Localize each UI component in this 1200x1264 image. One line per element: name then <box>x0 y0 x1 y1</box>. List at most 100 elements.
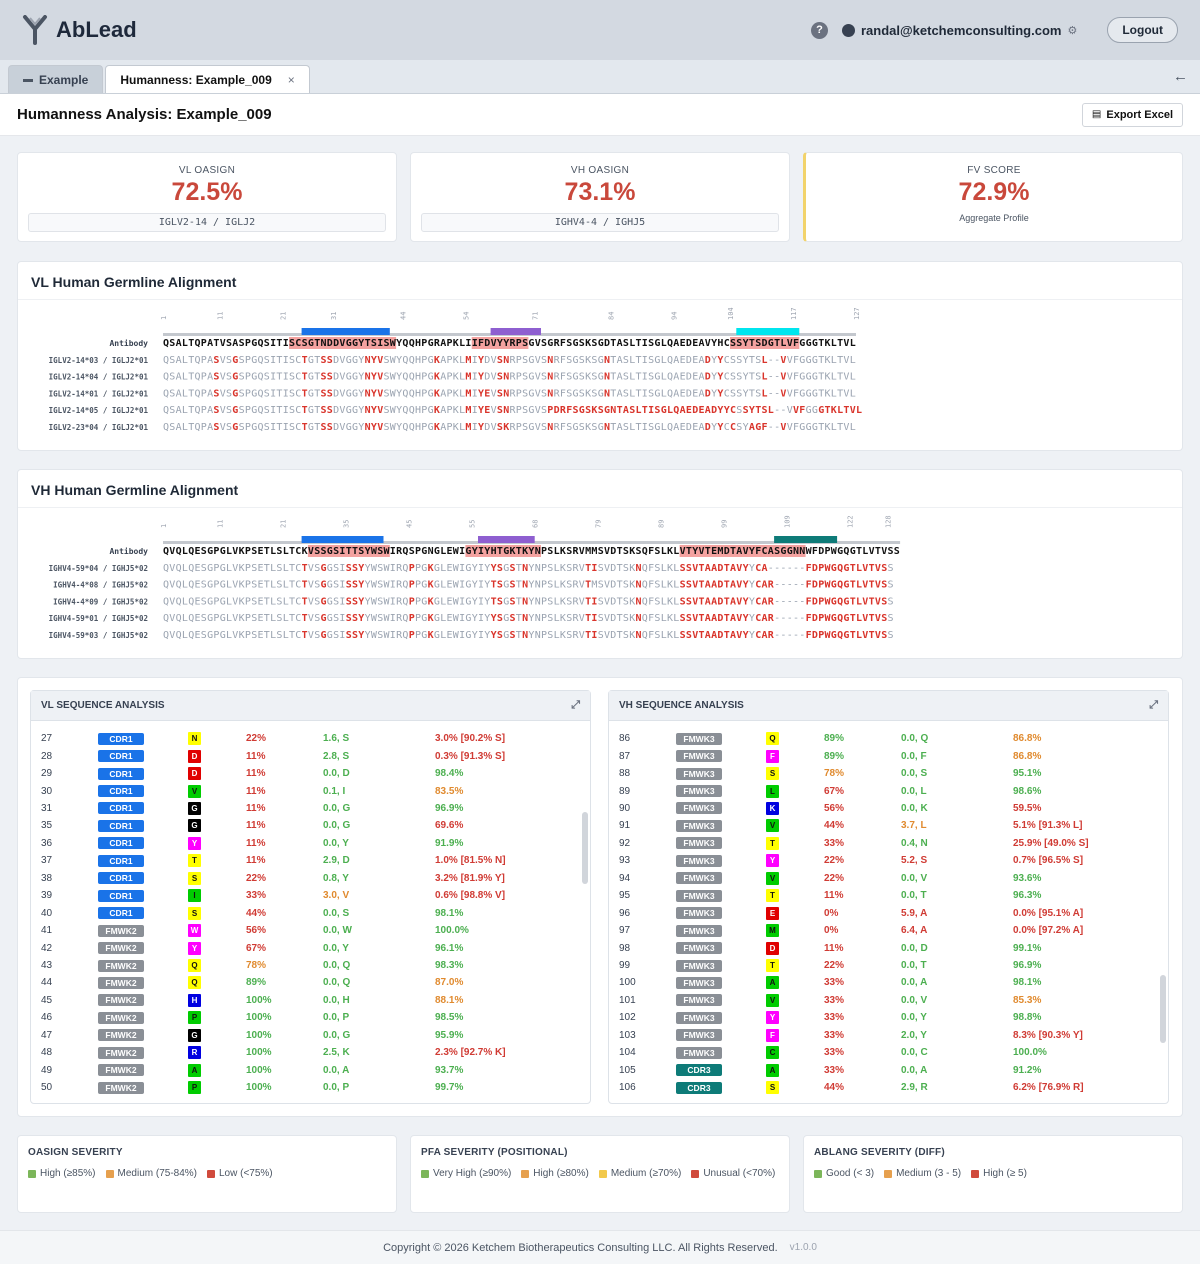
position-tick: 68 <box>532 520 540 528</box>
tab-humanness[interactable]: Humanness: Example_009 × <box>105 65 310 93</box>
germline-label: IGHV4-59*03 / IGHJ5*02 <box>49 631 148 640</box>
residue-badge: K <box>766 801 779 815</box>
ablang-cell: 0.0, D <box>323 768 350 780</box>
oasign-cell: 11% <box>246 837 266 849</box>
position-cell: 88 <box>619 768 631 780</box>
oasign-cell: 22% <box>246 872 267 884</box>
residue-badge: Y <box>188 836 201 850</box>
oasign-cell: 100% <box>246 1047 272 1059</box>
ablang-cell: 6.4, A <box>901 925 928 937</box>
position-tick: 55 <box>469 520 477 528</box>
logout-button[interactable]: Logout <box>1107 17 1178 43</box>
expand-icon[interactable]: ⤢ <box>1149 699 1158 711</box>
file-excel-icon: ▤ <box>1091 109 1102 120</box>
residue-badge: L <box>766 784 779 798</box>
pfa-cell: 99.1% <box>1013 942 1042 954</box>
fv-score-card: FV SCORE 72.9% Aggregate Profile <box>803 152 1183 242</box>
oasign-cell: 44% <box>824 1082 845 1094</box>
residue-badge: A <box>188 1063 201 1077</box>
oasign-cell: 22% <box>824 855 845 867</box>
region-badge: CDR1 <box>98 802 144 815</box>
position-cell: 90 <box>619 802 631 814</box>
position-cell: 47 <box>41 1029 53 1041</box>
oasign-cell: 78% <box>246 960 267 972</box>
legend-swatch <box>691 1170 700 1178</box>
user-menu[interactable]: randal@ketchemconsulting.com ⚙ <box>841 23 1078 38</box>
oasign-cell: 11% <box>246 855 266 867</box>
antibody-logo-icon <box>23 15 47 45</box>
pfa-cell: 98.4% <box>435 768 464 780</box>
antibody-label: Antibody <box>109 338 148 348</box>
app-logo[interactable]: AbLead <box>22 15 137 45</box>
region-badge: FMWK3 <box>676 976 722 989</box>
position-tick: 122 <box>847 515 855 528</box>
position-tick: 99 <box>721 520 729 528</box>
position-cell: 29 <box>41 768 53 780</box>
germline-sequence: QVQLQESGPGLVKPSETLSLTCTVSGGSISSYYWSWIRQP… <box>163 563 894 574</box>
gear-icon[interactable]: ⚙ <box>1067 24 1078 37</box>
region-badge: FMWK3 <box>676 750 722 763</box>
vh-table-scrollbar[interactable] <box>1160 975 1166 1043</box>
position-tick: 84 <box>607 312 615 320</box>
oasign-cell: 0% <box>824 925 839 937</box>
cdr1-bar <box>301 328 390 335</box>
help-icon[interactable]: ? <box>810 21 828 39</box>
pfa-cell: 98.6% <box>1013 785 1042 797</box>
oasign-cell: 11% <box>246 802 266 814</box>
oasign-cell: 100% <box>246 1082 272 1094</box>
legend-swatch <box>207 1170 215 1178</box>
region-badge: FMWK3 <box>676 767 722 780</box>
residue-badge: G <box>188 801 201 815</box>
position-cell: 46 <box>41 1012 53 1024</box>
table-row: 103 FMWK3 F 33% 2.0, Y 8.3% [90.3% Y] <box>609 1027 1149 1044</box>
ablang-cell: 0.0, Q <box>901 733 929 745</box>
pfa-cell: 93.7% <box>435 1064 464 1076</box>
arrow-left-icon[interactable]: ← <box>1173 68 1188 85</box>
region-badge: FMWK2 <box>98 994 144 1007</box>
vl-alignment-title: VL Human Germline Alignment <box>18 262 1182 300</box>
position-tick: 79 <box>595 520 603 528</box>
position-tick: 11 <box>217 312 225 320</box>
residue-badge: D <box>188 767 201 781</box>
position-cell: 94 <box>619 872 631 884</box>
oasign-cell: 100% <box>246 994 272 1006</box>
legend-swatch <box>28 1170 36 1178</box>
page-title: Humanness Analysis: Example_009 <box>17 106 272 123</box>
germline-sequence: QVQLQESGPGLVKPSETLSLTCTVSGGSISSYYWSWIRQP… <box>163 630 894 641</box>
oasign-legend-title: OASIGN SEVERITY <box>28 1147 123 1158</box>
export-excel-button[interactable]: ▤ Export Excel <box>1081 102 1183 127</box>
table-row: 99 FMWK3 T 22% 0.0, T 96.9% <box>609 957 1149 974</box>
legend-label: Medium (≥70%) <box>610 1168 682 1179</box>
tab-example[interactable]: ▬ Example <box>8 65 104 93</box>
region-badge: FMWK2 <box>98 924 144 937</box>
position-cell: 93 <box>619 855 631 867</box>
table-row: 44 FMWK2 Q 89% 0.0, Q 87.0% <box>31 974 571 991</box>
vl-table-scrollbar[interactable] <box>582 812 588 884</box>
pfa-cell: 83.5% <box>435 785 464 797</box>
oasign-cell: 56% <box>246 925 267 937</box>
vl-analysis-table[interactable]: 27 CDR1 N 22% 1.6, S 3.0% [90.2% S] 28 CDR1 D 11%… <box>31 722 590 1104</box>
legend-label: High (≥85%) <box>40 1168 96 1179</box>
region-badge: FMWK3 <box>676 994 722 1007</box>
oasign-cell: 33% <box>824 977 845 989</box>
expand-icon[interactable]: ⤢ <box>571 699 580 711</box>
vh-analysis-header: VH SEQUENCE ANALYSIS ⤢ <box>609 691 1168 721</box>
position-tick: 54 <box>462 312 470 320</box>
oasign-cell: 33% <box>824 1029 845 1041</box>
pfa-cell: 98.5% <box>435 1012 464 1024</box>
close-icon[interactable]: × <box>287 72 295 87</box>
position-cell: 27 <box>41 733 53 745</box>
oasign-cell: 33% <box>824 837 845 849</box>
residue-badge: Y <box>766 1011 779 1025</box>
residue-badge: M <box>766 924 779 938</box>
position-cell: 92 <box>619 837 631 849</box>
position-cell: 101 <box>619 994 636 1006</box>
residue-badge: C <box>766 1046 779 1060</box>
germline-label: IGHV4-4*08 / IGHJ5*02 <box>53 581 148 590</box>
vl-alignment-card: VL Human Germline Alignment 1 11 21 31 44 54 7… <box>17 261 1183 451</box>
oasign-cell: 33% <box>824 1064 845 1076</box>
residue-badge: A <box>766 1063 779 1077</box>
ablang-cell: 5.2, S <box>901 855 928 867</box>
cdr-highlight <box>307 545 390 557</box>
